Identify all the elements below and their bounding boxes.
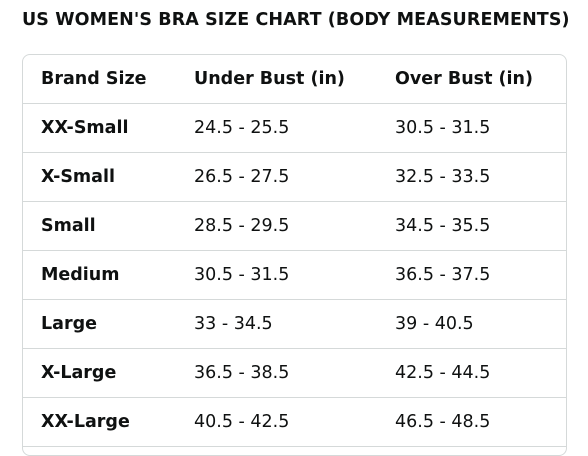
table-header-row: Brand Size Under Bust (in) Over Bust (in… <box>23 55 566 104</box>
brand-size-cell: X-Large <box>23 348 176 398</box>
brand-size-cell: Small <box>23 201 176 251</box>
size-chart-table: Brand Size Under Bust (in) Over Bust (in… <box>23 55 566 447</box>
size-chart-table-container: Brand Size Under Bust (in) Over Bust (in… <box>22 54 567 456</box>
under-bust-cell: 33 - 34.5 <box>176 299 377 349</box>
under-bust-cell: 24.5 - 25.5 <box>176 103 377 153</box>
over-bust-cell: 30.5 - 31.5 <box>377 103 566 153</box>
table-row: Medium 30.5 - 31.5 36.5 - 37.5 <box>23 250 566 300</box>
under-bust-cell: 28.5 - 29.5 <box>176 201 377 251</box>
table-row: Large 33 - 34.5 39 - 40.5 <box>23 299 566 349</box>
brand-size-cell: X-Small <box>23 152 176 202</box>
over-bust-cell: 32.5 - 33.5 <box>377 152 566 202</box>
table-row: Small 28.5 - 29.5 34.5 - 35.5 <box>23 201 566 251</box>
table-row: X-Small 26.5 - 27.5 32.5 - 33.5 <box>23 152 566 202</box>
table-row: X-Large 36.5 - 38.5 42.5 - 44.5 <box>23 348 566 398</box>
column-header-brand-size: Brand Size <box>23 55 176 104</box>
over-bust-cell: 46.5 - 48.5 <box>377 397 566 447</box>
table-row: XX-Small 24.5 - 25.5 30.5 - 31.5 <box>23 103 566 153</box>
brand-size-cell: Large <box>23 299 176 349</box>
brand-size-cell: Medium <box>23 250 176 300</box>
page-title: US WOMEN'S BRA SIZE CHART (BODY MEASUREM… <box>22 10 570 30</box>
under-bust-cell: 30.5 - 31.5 <box>176 250 377 300</box>
brand-size-cell: XX-Large <box>23 397 176 447</box>
over-bust-cell: 39 - 40.5 <box>377 299 566 349</box>
over-bust-cell: 36.5 - 37.5 <box>377 250 566 300</box>
table-row: XX-Large 40.5 - 42.5 46.5 - 48.5 <box>23 397 566 447</box>
under-bust-cell: 26.5 - 27.5 <box>176 152 377 202</box>
over-bust-cell: 42.5 - 44.5 <box>377 348 566 398</box>
brand-size-cell: XX-Small <box>23 103 176 153</box>
over-bust-cell: 34.5 - 35.5 <box>377 201 566 251</box>
under-bust-cell: 40.5 - 42.5 <box>176 397 377 447</box>
column-header-over-bust: Over Bust (in) <box>377 55 566 104</box>
column-header-under-bust: Under Bust (in) <box>176 55 377 104</box>
under-bust-cell: 36.5 - 38.5 <box>176 348 377 398</box>
